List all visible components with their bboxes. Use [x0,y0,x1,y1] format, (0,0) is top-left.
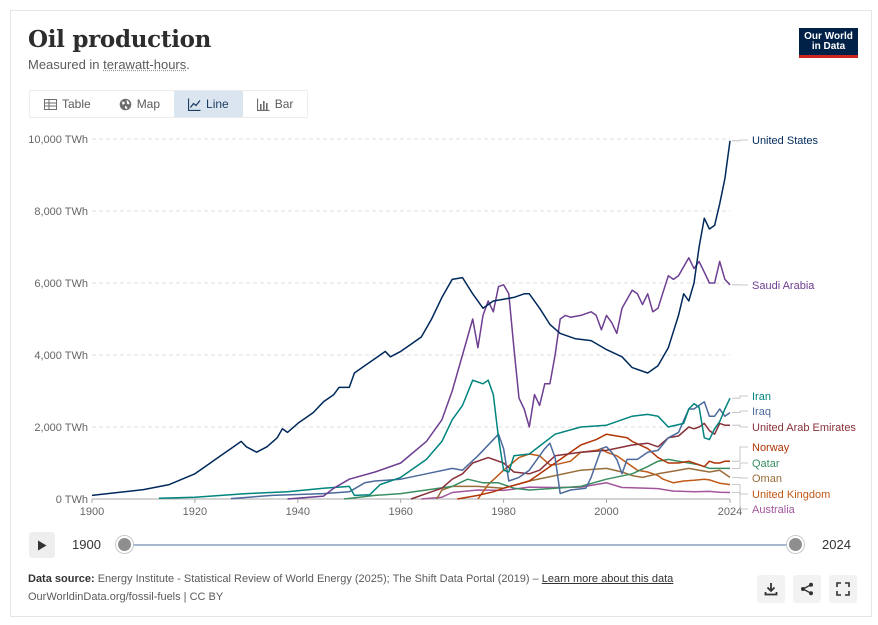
x-tick-label: 1920 [183,506,207,518]
series-end-label: Qatar [752,458,780,470]
share-button[interactable] [793,575,821,603]
share-icon [801,582,813,596]
series-line [421,482,731,500]
download-icon [764,583,778,596]
label-connector [732,484,748,495]
learn-more-link[interactable]: Learn more about this data [541,573,674,585]
subtitle-suffix: . [186,57,190,72]
data-source: Data source: Energy Institute - Statisti… [28,573,673,585]
label-connector [732,492,748,510]
play-button[interactable] [29,532,55,558]
unit-definition-link[interactable]: terawatt-hours [103,57,187,72]
label-connector [732,424,748,428]
series-end-label: Iran [752,391,771,403]
y-tick-label: 6,000 TWh [34,278,88,290]
chart-subtitle: Measured in terawatt-hours. [28,57,190,72]
x-tick-label: 1900 [80,506,104,518]
source-url: OurWorldinData.org/fossil-fuels | CC BY [28,591,224,603]
series-end-label: Iraq [752,406,771,418]
series-line [477,447,731,500]
tab-map-label: Map [136,97,161,111]
tab-table[interactable]: Table [30,91,105,117]
y-tick-label: 2,000 TWh [34,422,88,434]
logo-line2: in Data [811,41,846,52]
series-line [457,433,730,500]
owid-logo[interactable]: Our World in Data [799,28,858,58]
tab-table-label: Table [62,97,91,111]
tab-bar[interactable]: Bar [243,91,308,117]
x-tick-label: 1960 [388,506,412,518]
download-button[interactable] [757,575,785,603]
timeline-track[interactable] [124,544,796,546]
bar-chart-icon [256,98,270,111]
y-tick-label: 0 TWh [56,494,88,506]
series-line [91,140,731,497]
timeline-end-label: 2024 [822,537,851,552]
y-tick-label: 10,000 TWh [28,134,88,146]
x-tick-label: 2024 [718,506,742,518]
tab-line-label: Line [206,97,229,111]
fullscreen-button[interactable] [829,575,857,603]
series-line [230,401,731,500]
series-end-label: United Kingdom [752,489,830,501]
label-connector [732,446,748,462]
timeline-start-label: 1900 [72,537,101,552]
source-text: Energy Institute - Statistical Review of… [94,573,542,585]
y-tick-label: 4,000 TWh [34,350,88,362]
series-end-label: Saudi Arabia [752,280,815,292]
logo-line1: Our World [804,31,853,42]
fullscreen-icon [836,582,850,596]
label-connector [732,477,748,479]
series-end-label: United Arab Emirates [752,422,856,434]
y-tick-label: 8,000 TWh [34,206,88,218]
series-end-label: Oman [752,473,782,485]
label-connector [732,462,748,469]
tab-map[interactable]: Map [105,91,174,117]
label-connector [732,139,748,142]
series-end-label: Norway [752,442,790,454]
globe-icon [119,98,131,110]
series-line [410,422,730,500]
timeline-start-handle[interactable] [116,536,133,553]
timeline-end-handle[interactable] [787,536,804,553]
table-icon [44,98,57,110]
series-line [436,467,731,500]
series-line [287,257,731,500]
source-label: Data source: [28,573,95,585]
label-connector [732,395,748,399]
timeline: 1900 2024 [29,532,859,558]
tab-line[interactable]: Line [174,91,243,117]
series-line [158,379,731,500]
play-icon [38,540,47,550]
line-chart-icon [188,98,201,111]
chart-card [10,10,872,617]
x-tick-label: 2000 [594,506,618,518]
x-tick-label: 1940 [286,506,310,518]
page-title: Oil production [28,26,212,53]
tab-bar-label: Bar [274,97,294,111]
x-tick-label: 1980 [491,506,515,518]
series-end-label: Australia [752,504,796,516]
label-connector [732,410,748,413]
view-tabs: Table Map Line Bar [29,90,309,118]
series-end-label: United States [752,135,819,147]
subtitle-prefix: Measured in [28,57,104,72]
